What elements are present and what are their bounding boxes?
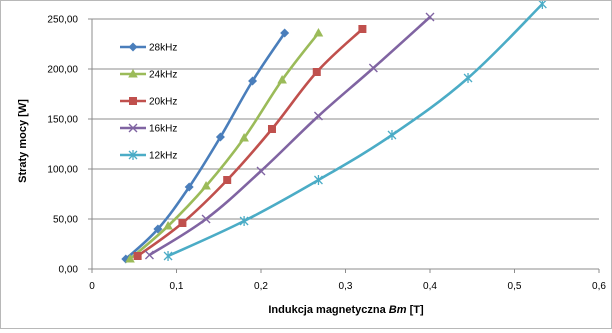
x-tick-label: 0 bbox=[89, 281, 95, 292]
data-point bbox=[129, 97, 137, 105]
data-point bbox=[314, 175, 323, 185]
data-point bbox=[163, 251, 173, 261]
data-point bbox=[133, 252, 142, 260]
series-24kHz bbox=[125, 28, 324, 263]
data-point bbox=[239, 133, 249, 142]
data-point bbox=[463, 73, 473, 83]
data-point bbox=[153, 224, 163, 234]
data-point bbox=[313, 28, 324, 37]
legend-item: 28kHz bbox=[120, 42, 177, 54]
data-point bbox=[248, 76, 258, 86]
data-point bbox=[277, 75, 287, 84]
line-chart: 0,00 50,00 100,00 150,00 200,00 250,00 0 0,1 0,2… bbox=[17, 0, 606, 316]
legend-label: 28kHz bbox=[149, 43, 177, 54]
data-point bbox=[178, 219, 187, 227]
legend-item: 20kHz bbox=[120, 97, 177, 108]
y-axis-label: Straty mocy [W] bbox=[17, 99, 29, 183]
y-tick-label: 0,00 bbox=[59, 265, 79, 276]
legend-item: 24kHz bbox=[120, 69, 177, 81]
data-point bbox=[201, 181, 211, 190]
data-point bbox=[128, 69, 138, 78]
x-tick-label: 0,1 bbox=[170, 281, 184, 292]
series-line bbox=[148, 16, 431, 257]
data-point bbox=[239, 216, 249, 226]
data-point bbox=[358, 25, 367, 33]
data-point bbox=[144, 250, 154, 260]
series-28kHz bbox=[121, 28, 290, 264]
legend-label: 12kHz bbox=[149, 151, 177, 162]
y-tick-label: 50,00 bbox=[53, 215, 78, 226]
data-point bbox=[313, 111, 323, 121]
data-point bbox=[256, 166, 266, 176]
gridlines bbox=[92, 18, 599, 220]
legend: 28kHz 24kHz 20kHz 16kHz 12kHz bbox=[120, 42, 177, 162]
x-tick-label: 0,3 bbox=[339, 281, 353, 292]
data-point bbox=[184, 182, 194, 192]
x-tick-label: 0,2 bbox=[254, 281, 268, 292]
data-point bbox=[215, 132, 225, 142]
legend-label: 20kHz bbox=[149, 97, 177, 108]
data-point bbox=[312, 68, 321, 76]
legend-label: 16kHz bbox=[149, 124, 177, 135]
x-axis-label-unit: [T] bbox=[407, 304, 424, 316]
series-12kHz bbox=[163, 0, 547, 261]
data-point bbox=[223, 176, 232, 184]
x-tick-label: 0,6 bbox=[592, 281, 606, 292]
series-group bbox=[121, 0, 547, 264]
data-point bbox=[387, 130, 397, 140]
tick-labels: 0,00 50,00 100,00 150,00 200,00 250,00 0 0,1 0,2… bbox=[47, 15, 606, 293]
data-point bbox=[163, 221, 173, 230]
data-point bbox=[280, 28, 290, 38]
legend-label: 24kHz bbox=[149, 70, 177, 81]
legend-item: 16kHz bbox=[120, 124, 177, 135]
data-point bbox=[128, 150, 138, 160]
legend-item: 12kHz bbox=[120, 150, 177, 162]
series-16kHz bbox=[144, 12, 435, 260]
data-point bbox=[537, 0, 547, 9]
x-axis-label-variable: Bm bbox=[389, 304, 407, 316]
x-tick-label: 0,4 bbox=[423, 281, 437, 292]
y-tick-label: 150,00 bbox=[47, 115, 78, 126]
data-point bbox=[425, 12, 435, 22]
data-point bbox=[267, 125, 276, 133]
data-point bbox=[368, 63, 378, 73]
data-point bbox=[201, 214, 211, 224]
x-tick-label: 0,5 bbox=[508, 281, 522, 292]
y-tick-label: 250,00 bbox=[47, 15, 78, 26]
y-tick-label: 100,00 bbox=[47, 165, 78, 176]
data-point bbox=[128, 123, 138, 133]
data-point bbox=[125, 254, 135, 263]
y-tick-label: 200,00 bbox=[47, 65, 78, 76]
x-axis-label: Indukcja magnetyczna Bm [T] bbox=[268, 304, 424, 316]
series-line bbox=[167, 3, 544, 258]
series-20kHz bbox=[133, 25, 367, 260]
data-point bbox=[128, 42, 138, 52]
axes bbox=[88, 18, 600, 273]
series-line bbox=[124, 32, 286, 260]
x-axis-label-main: Indukcja magnetyczna bbox=[268, 304, 388, 316]
